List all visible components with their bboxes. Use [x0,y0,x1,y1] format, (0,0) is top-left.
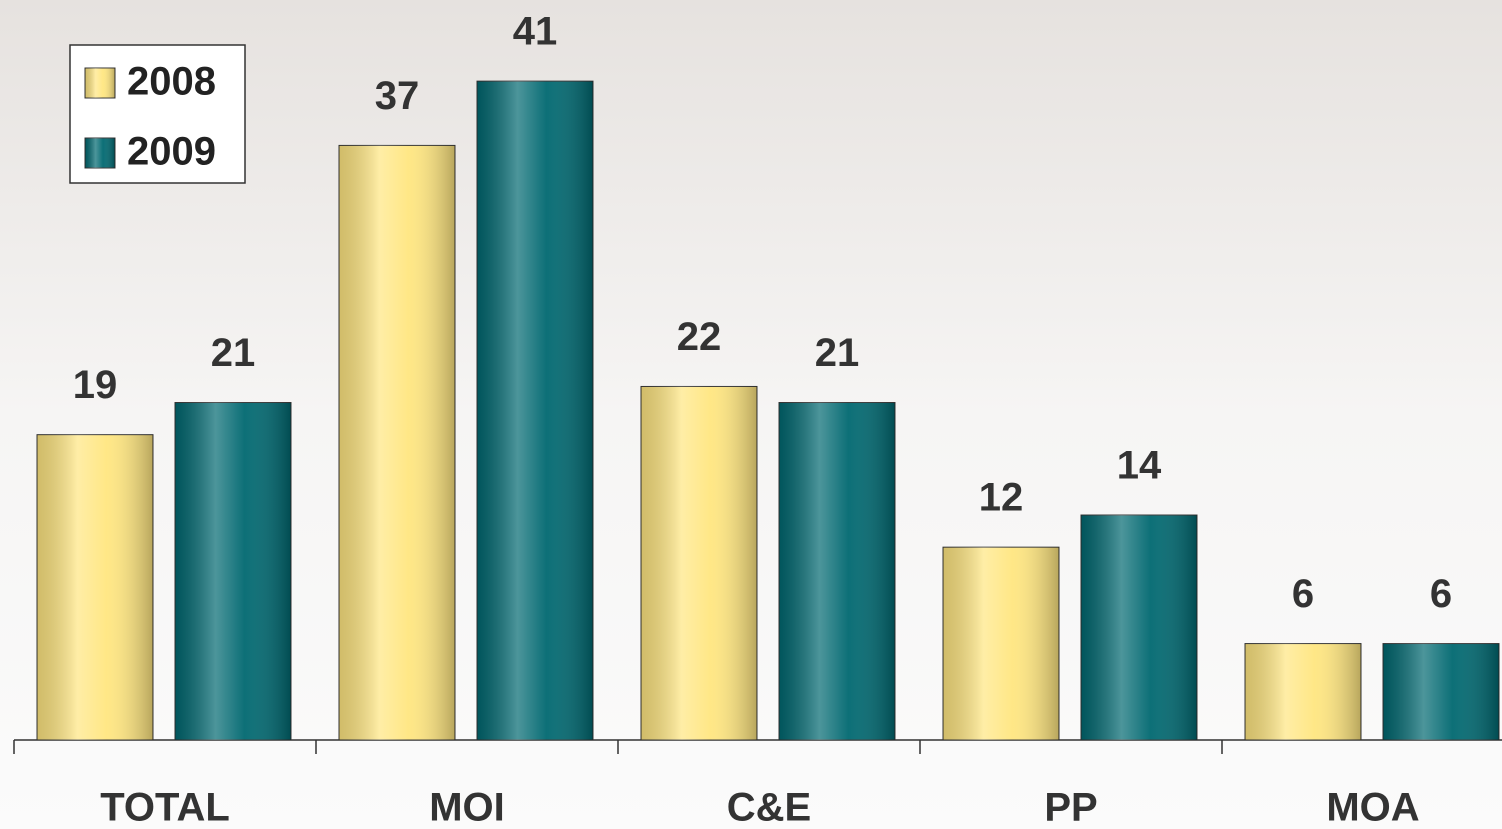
bar [476,80,594,741]
value-label: 14 [1117,444,1162,488]
value-label: 6 [1292,572,1314,616]
x-tick-label: TOTAL [100,786,230,829]
x-tick-label: PP [1044,786,1097,829]
bar [1080,514,1198,741]
bar [1382,643,1500,741]
value-label: 21 [815,331,860,375]
bar [36,434,154,741]
x-tick-label: MOI [429,786,505,829]
value-label: 21 [211,331,256,375]
value-label: 12 [979,476,1024,520]
value-label: 19 [73,363,118,407]
value-label: 41 [513,10,558,54]
value-label: 6 [1430,572,1452,616]
x-tick-label: MOA [1326,786,1419,829]
bar [640,385,758,741]
bar [174,402,292,741]
legend-label: 2008 [127,60,216,104]
x-tick-label: C&E [727,786,811,829]
value-label: 22 [677,315,722,359]
legend-label: 2009 [127,130,216,174]
bar [778,402,896,741]
bar [1244,643,1362,741]
value-label: 37 [375,74,420,118]
bar [942,546,1060,741]
bar [338,144,456,741]
legend-swatch-shading [85,138,115,168]
legend-swatch-shading [85,68,115,98]
